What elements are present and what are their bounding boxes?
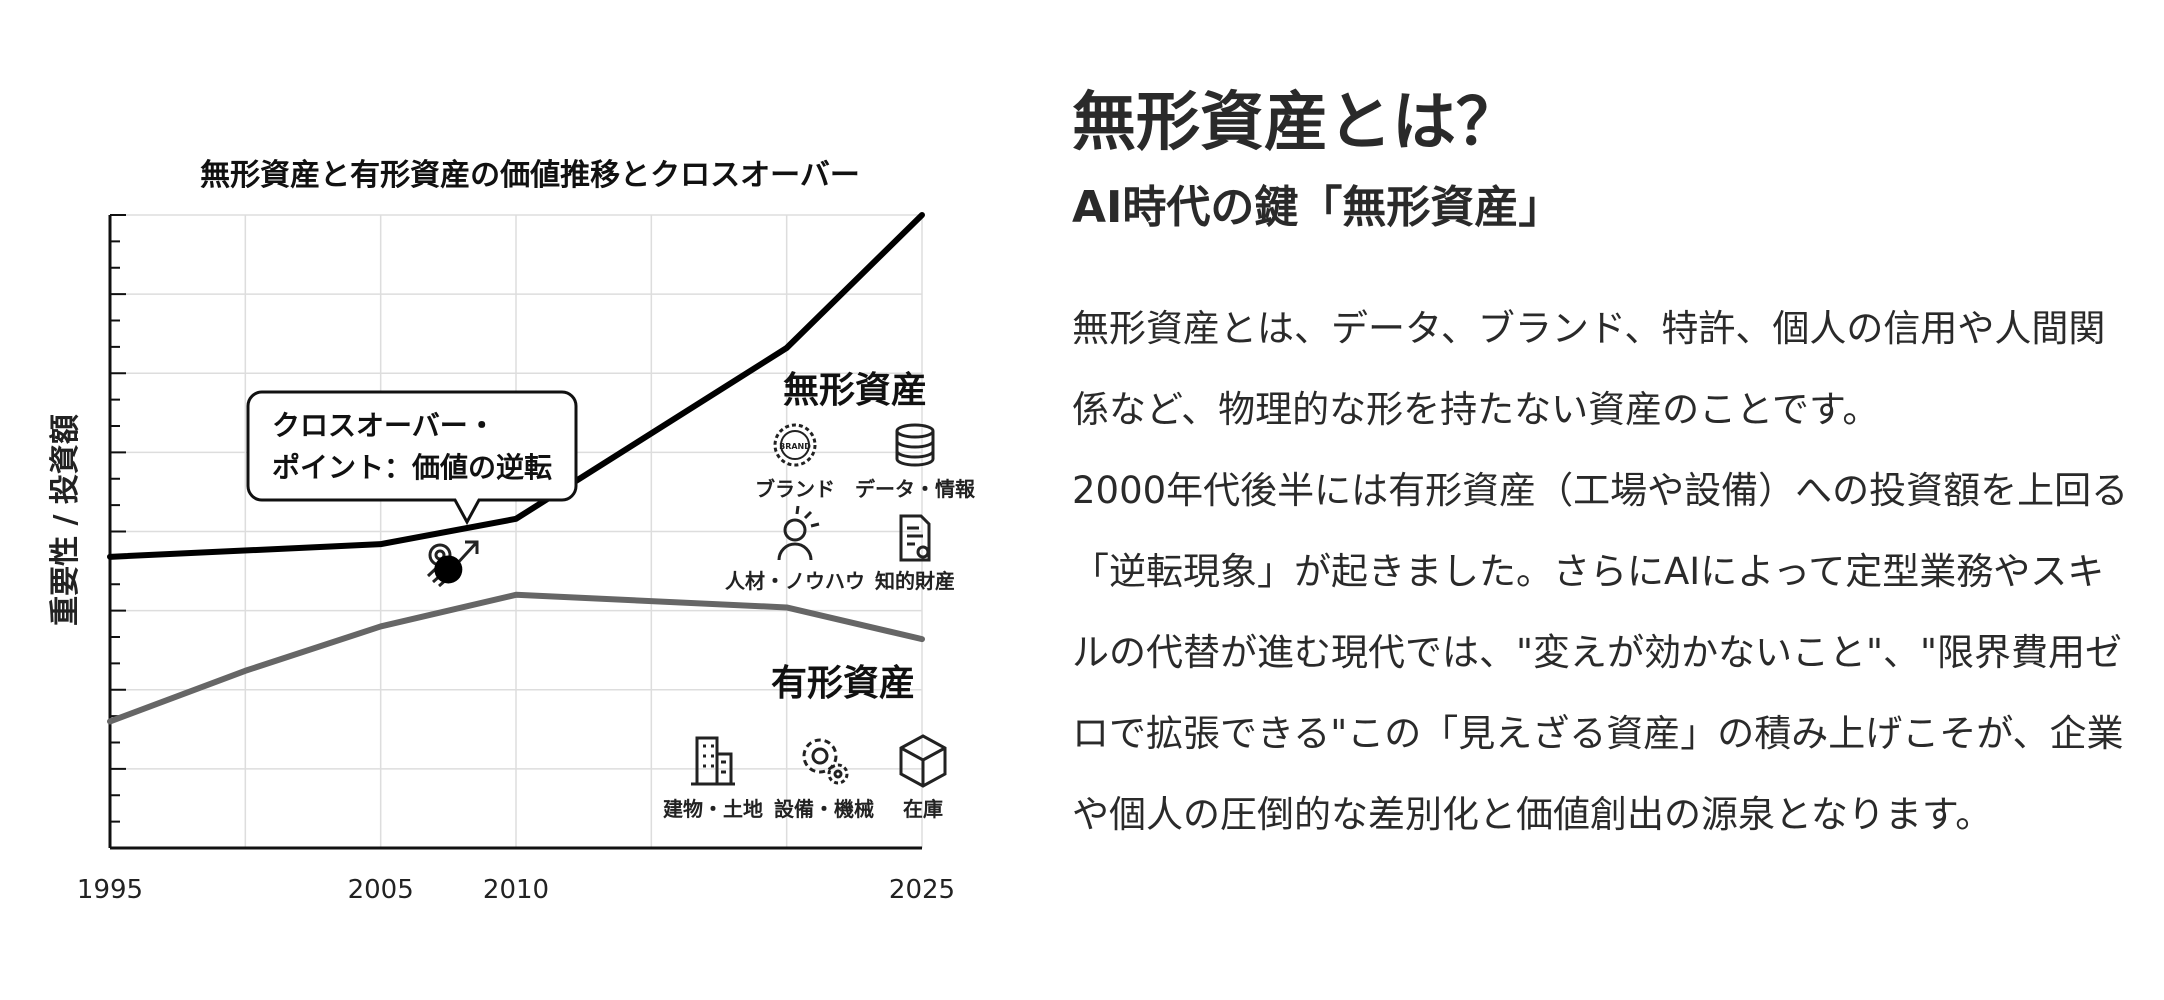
crossover-marker <box>434 555 463 584</box>
article-panel: 無形資産とは？ AI時代の鍵「無形資産」 無形資産とは、データ、ブランド、特許、… <box>1072 78 2132 855</box>
page-subtitle: AI時代の鍵「無形資産」 <box>1072 182 1563 233</box>
brand-badge-icon: BRAND <box>773 423 817 467</box>
intangible-item-label: ブランド <box>755 477 835 501</box>
x-tick-label: 1995 <box>77 875 143 905</box>
page-title: 無形資産とは？ <box>1072 86 1520 160</box>
intangible-group-title: 無形資産 <box>783 370 927 411</box>
intangible-item-label: データ・情報 <box>855 477 976 501</box>
callout-line-1: クロスオーバー・ <box>272 409 496 442</box>
chart-title: 無形資産と有形資産の価値推移とクロスオーバー <box>200 158 860 193</box>
tangible-item-label: 建物・土地 <box>663 797 763 821</box>
brand-badge-text: BRAND <box>779 442 811 451</box>
building-icon <box>691 736 735 786</box>
intangible-item-label: 知的財産 <box>875 569 955 593</box>
intangible-assets-group: 無形資産 BRAND ブランド データ・情報 人材・ノウハウ <box>725 370 976 593</box>
intangible-item-label: 人材・ノウハウ <box>725 569 865 593</box>
line-chart: 無形資産と有形資産の価値推移とクロスオーバー 重要性 / 投資額 1995 200… <box>48 158 976 905</box>
article-body: 無形資産とは、データ、ブランド、特許、個人の信用や人間関係など、物理的な形を持た… <box>1072 307 2129 836</box>
database-icon <box>895 423 935 467</box>
x-tick-labels: 1995 2005 2010 2025 <box>77 875 955 905</box>
tangible-assets-group: 有形資産 建物・土地 設備・機械 在庫 <box>663 663 947 821</box>
box-icon <box>899 734 947 788</box>
series-line-tangible <box>107 591 925 725</box>
gears-icon <box>802 738 849 785</box>
axes <box>108 214 922 850</box>
callout-line-2: ポイント：価値の逆転 <box>272 451 552 484</box>
x-tick-label: 2005 <box>348 875 414 905</box>
series-lines <box>107 212 925 725</box>
tangible-item-label: 設備・機械 <box>774 797 874 821</box>
crossover-callout: クロスオーバー・ ポイント：価値の逆転 <box>246 390 578 588</box>
certificate-document-icon <box>899 514 931 562</box>
crossover-point <box>434 555 463 584</box>
series-line-intangible <box>107 212 925 560</box>
grid <box>110 214 923 848</box>
chart-panel: 無形資産と有形資産の価値推移とクロスオーバー 重要性 / 投資額 1995 200… <box>40 140 1000 940</box>
x-tick-label: 2010 <box>483 875 549 905</box>
tangible-group-title: 有形資産 <box>771 663 915 704</box>
x-tick-label: 2025 <box>889 875 955 905</box>
person-idea-icon <box>777 505 820 561</box>
tangible-item-label: 在庫 <box>903 797 943 821</box>
callout-bubble <box>246 390 578 526</box>
y-axis-label: 重要性 / 投資額 <box>48 414 83 626</box>
